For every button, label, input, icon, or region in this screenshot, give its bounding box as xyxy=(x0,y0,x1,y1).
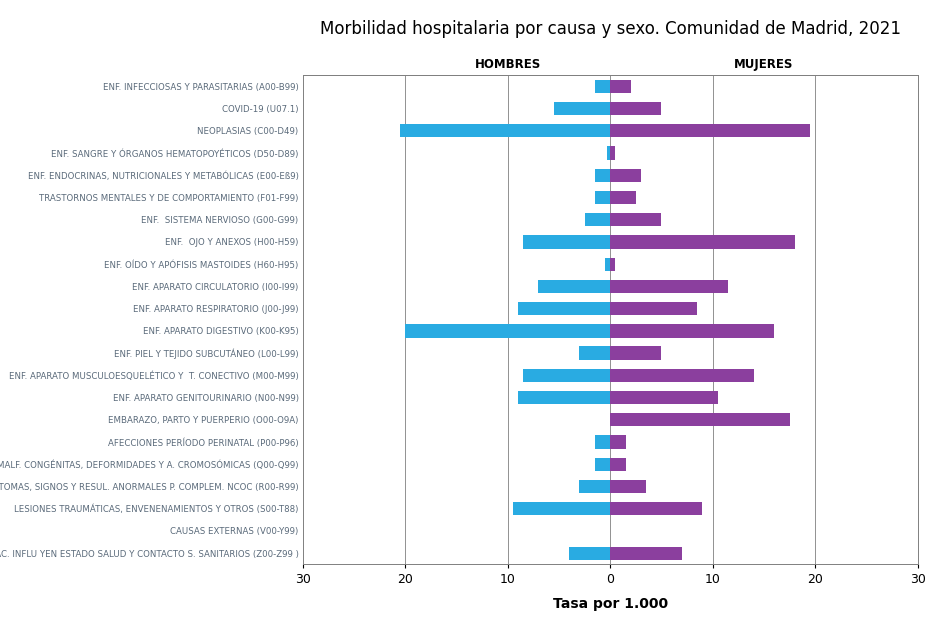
Bar xyxy=(610,502,702,515)
Bar xyxy=(579,480,610,493)
Bar xyxy=(610,369,754,382)
Bar xyxy=(585,213,610,226)
Bar xyxy=(553,102,610,115)
Bar xyxy=(513,502,610,515)
Bar xyxy=(610,547,682,560)
Title: Morbilidad hospitalaria por causa y sexo. Comunidad de Madrid, 2021: Morbilidad hospitalaria por causa y sexo… xyxy=(320,19,901,38)
Text: MUJERES: MUJERES xyxy=(734,58,794,71)
Bar xyxy=(610,413,790,426)
Bar xyxy=(610,102,661,115)
Bar xyxy=(405,324,610,337)
Bar xyxy=(610,324,774,337)
Bar xyxy=(518,391,610,404)
Bar xyxy=(595,458,610,471)
Bar xyxy=(595,80,610,93)
Bar xyxy=(610,235,795,249)
Text: HOMBRES: HOMBRES xyxy=(475,58,541,71)
Bar xyxy=(607,146,610,160)
Bar xyxy=(610,213,661,226)
Bar xyxy=(610,80,631,93)
Bar xyxy=(610,191,636,204)
Bar xyxy=(569,547,610,560)
Bar xyxy=(595,435,610,449)
Bar xyxy=(610,435,625,449)
Bar xyxy=(523,235,610,249)
Bar xyxy=(610,124,810,137)
Bar xyxy=(595,169,610,182)
Bar xyxy=(610,280,728,293)
Bar xyxy=(610,347,661,360)
Bar xyxy=(518,302,610,315)
Bar xyxy=(579,347,610,360)
Bar xyxy=(610,146,615,160)
Bar xyxy=(523,369,610,382)
Bar xyxy=(610,302,697,315)
Bar xyxy=(610,458,625,471)
Bar xyxy=(610,391,718,404)
Bar xyxy=(605,258,610,271)
Bar xyxy=(595,191,610,204)
Bar xyxy=(610,258,615,271)
Bar xyxy=(538,280,610,293)
Bar xyxy=(610,169,641,182)
X-axis label: Tasa por 1.000: Tasa por 1.000 xyxy=(552,598,668,611)
Bar xyxy=(610,480,646,493)
Bar xyxy=(400,124,610,137)
